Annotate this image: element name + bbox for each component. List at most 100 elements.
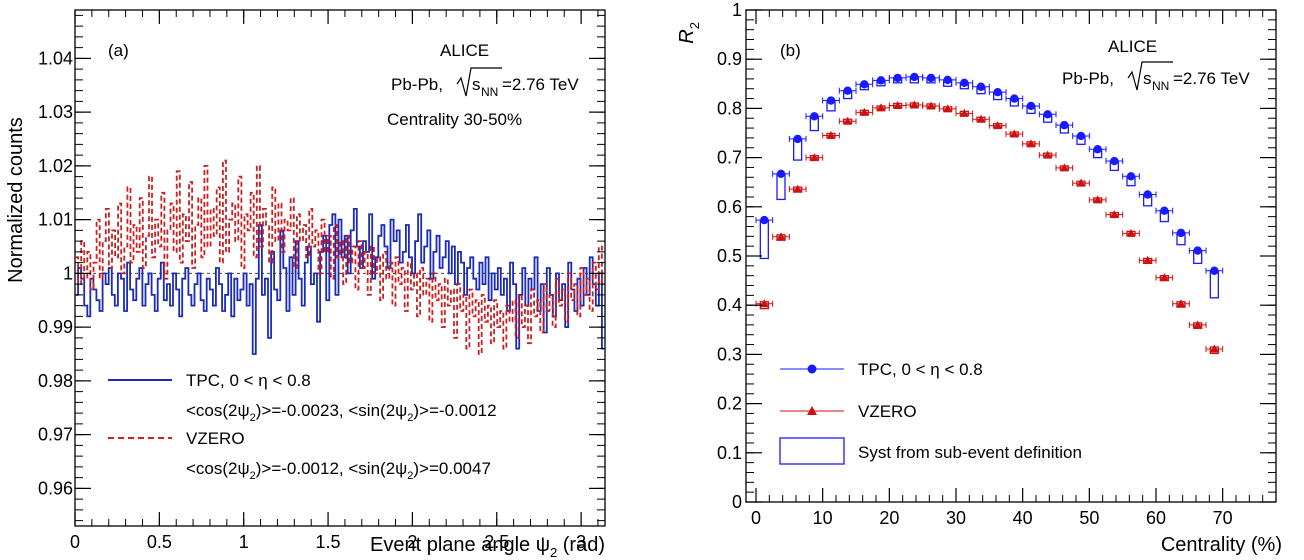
marker-vzero [1059,163,1069,172]
series-tpc-a [75,208,605,355]
energy-sub-b: NN [1152,79,1169,93]
legend-marker-vzero-b [807,406,817,415]
svg-text:Pb-Pb,: Pb-Pb, [391,75,443,94]
y-tick-label-b: 0.5 [717,246,742,266]
plot-area-b [755,72,1224,355]
marker-tpc [976,82,986,91]
y-axis-title-a: Normalized counts [5,117,27,283]
legend-label-tpc-a: TPC, 0 < η < 0.8 [186,371,311,390]
x-tick-label-b: 40 [1013,508,1033,528]
marker-vzero [826,130,836,139]
legend-label-syst-b: Syst from sub-event definition [858,443,1082,462]
marker-vzero [1109,210,1119,219]
marker-tpc [876,76,886,85]
marker-vzero [793,184,803,193]
axes-b: 0 10 20 30 40 50 60 70 0 0.1 0.2 0.3 0.4 0.5 0.6 0.7 0.8… [717,0,1276,528]
x-tick-label-b: 50 [1079,508,1099,528]
svg-text:s: s [472,75,481,94]
plot-frame-a [74,9,606,527]
marker-tpc [860,80,869,89]
energy-value-a: =2.76 TeV [502,75,579,94]
marker-vzero [1026,139,1036,148]
marker-tpc [826,96,836,105]
marker-tpc [1210,266,1219,275]
marker-vzero [1009,129,1019,138]
x-tick-label-a: 2 [407,532,417,552]
y-tick-label-b: 1 [732,0,742,20]
marker-vzero [976,114,986,123]
marker-tpc [1143,190,1152,199]
marker-tpc [943,75,952,85]
marker-vzero [1043,150,1053,159]
alice-label-b: ALICE [1108,37,1157,56]
marker-vzero [859,107,869,116]
y-tick-label-a: 1.03 [38,102,73,122]
x-tick-label-a: 3 [576,532,586,552]
marker-tpc [810,112,819,121]
system-prefix-b: Pb-Pb, [1062,69,1114,88]
marker-tpc [1010,94,1019,103]
sqrt-sign-a [456,67,502,97]
marker-tpc [776,169,786,179]
marker-vzero [926,101,936,110]
x-axis-title-a: Event plane angle ψ2 (rad) [370,534,605,560]
marker-tpc [1060,120,1069,130]
marker-tpc [1193,246,1202,255]
marker-vzero [993,121,1003,130]
energy-sub-a: NN [481,85,498,99]
marker-tpc [910,72,919,82]
y-tick-label-b: 0.9 [717,49,742,69]
x-tick-label-a: 1.5 [316,532,341,552]
legend-stats-tpc-a: <cos(2ψ2)>=-0.0023, <sin(2ψ2)>=-0.0012 [186,401,497,424]
marker-vzero [1209,344,1219,353]
y-tick-label-a: 0.98 [38,371,73,391]
marker-tpc [1093,145,1102,154]
marker-tpc [893,73,902,83]
plot-area-a [75,159,605,355]
marker-tpc [993,87,1002,97]
panel-b: 0 10 20 30 40 50 60 70 0 0.1 0.2 0.3 0.4 0.5 0.6 0.7 0.8… [676,0,1282,556]
y-tick-label-b: 0.8 [717,98,742,118]
y-tick-label-b: 0.7 [717,148,742,168]
marker-vzero [1126,228,1136,237]
energy-label-a: Pb-Pb, s NN =2.76 TeV [391,67,579,99]
energy-s-b: s [1143,69,1152,88]
energy-value-b: =2.76 TeV [1173,69,1250,88]
y-tick-label-b: 0.3 [717,344,742,364]
y-tick-label-a: 0.96 [38,478,73,498]
y-tick-label-b: 0 [732,492,742,512]
marker-tpc [1126,172,1136,181]
alice-label-a: ALICE [440,41,489,60]
marker-tpc [760,215,769,225]
marker-vzero [776,232,786,241]
x-tick-label-b: 60 [1146,508,1166,528]
svg-text:=2.76 TeV: =2.76 TeV [1173,69,1250,88]
marker-tpc [960,78,969,88]
marker-tpc [793,134,802,144]
marker-vzero [1076,178,1086,187]
legend-box-syst-b [779,437,845,465]
marker-tpc [1160,206,1169,215]
y-tick-label-b: 0.2 [717,394,742,414]
legend-label-vzero-b: VZERO [858,402,917,421]
axes-a: 0 0.5 1 1.5 2 2.5 3 0.96 0.97 0.98 0.99 1 1.01 1.02 1.… [38,10,605,552]
y-axis-title-b: R2 [676,22,702,44]
panel-label-b: (b) [780,41,801,60]
series-vzero-a [75,159,605,355]
svg-text:NN: NN [481,85,498,99]
marker-vzero [943,104,953,113]
x-axis-title-b: Centrality (%) [1161,534,1282,556]
marker-vzero [1176,299,1186,308]
marker-vzero [1093,195,1103,204]
marker-vzero [876,103,886,112]
marker-tpc [1076,131,1086,141]
marker-vzero [959,108,969,117]
x-tick-label-b: 10 [813,508,833,528]
marker-tpc [843,86,852,95]
marker-tpc [1110,156,1119,166]
marker-vzero [909,100,919,109]
marker-vzero [809,153,819,162]
y-tick-label-a: 1.02 [38,156,73,176]
system-prefix-a: Pb-Pb, [391,75,443,94]
